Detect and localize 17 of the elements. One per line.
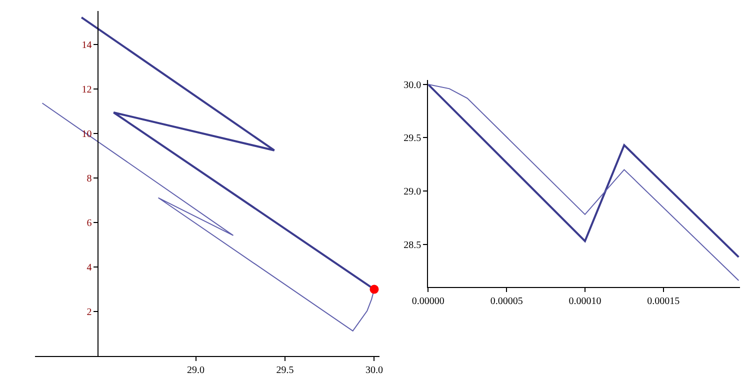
x-tick-label: 30.0 [365,365,383,376]
y-tick-label: 4 [86,262,92,274]
x-tick-label: 0.00005 [490,296,523,307]
y-tick-label: 12 [82,84,92,96]
y-tick-label: 30.0 [404,80,422,91]
x-tick-label: 29.5 [276,365,294,376]
y-tick-label: 29.0 [404,186,422,198]
y-tick-label: 8 [86,173,92,184]
y-tick-label: 29.5 [404,133,422,144]
x-tick-label: 0.00000 [412,296,444,307]
x-tick-label: 0.00015 [647,296,680,307]
y-tick-label: 2 [86,307,92,318]
y-tick-label: 28.5 [404,240,422,251]
y-tick-label: 14 [82,40,92,51]
x-tick-label: 29.0 [187,365,205,376]
x-tick-label: 0.00010 [568,296,602,307]
y-tick-label: 6 [86,218,92,229]
